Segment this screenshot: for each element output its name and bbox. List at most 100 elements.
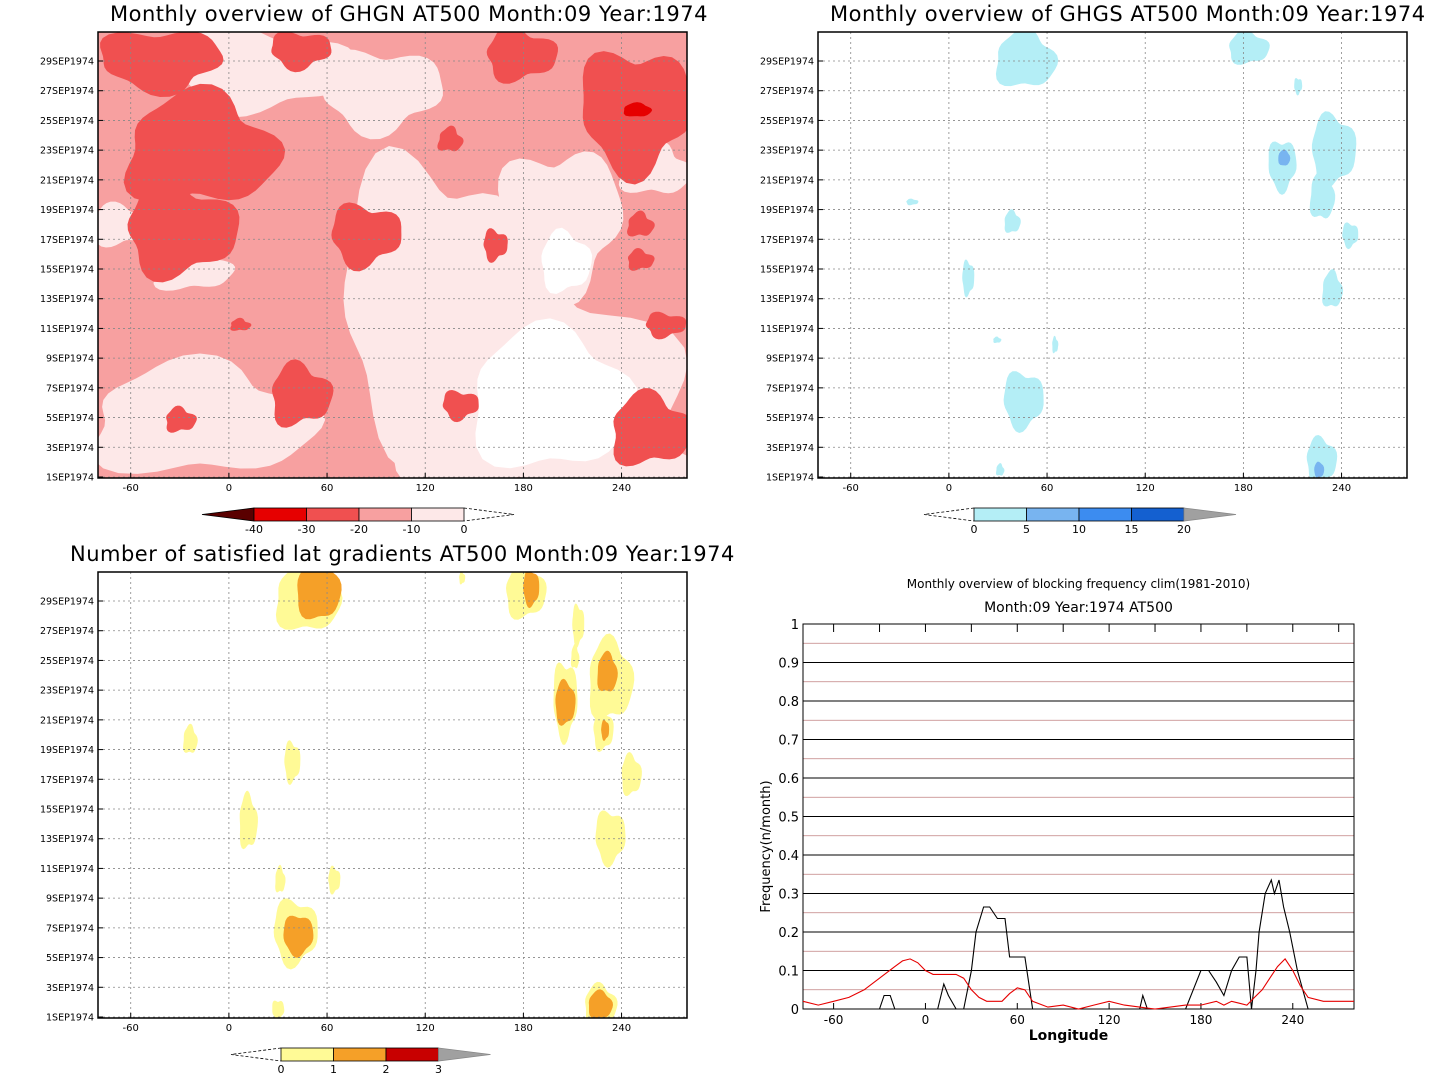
contour-region-white [541, 227, 593, 294]
contour-region-yellow [570, 643, 580, 669]
plot-frame [97, 571, 688, 1019]
colorbar-tick-label: -40 [245, 523, 263, 536]
contour-region-dark [486, 32, 558, 84]
contour-region-yellow [239, 790, 258, 850]
colorbar: 0 1 2 3 [230, 1047, 491, 1076]
contour-region-light-blue [1003, 371, 1044, 433]
colorbar-segment [253, 507, 307, 522]
contour-region-blue [1278, 149, 1291, 166]
y-tick-label: 25SEP1974 [760, 116, 814, 127]
colorbar-tick-label: 3 [435, 1063, 442, 1076]
y-tick-label: 23SEP1974 [760, 146, 814, 157]
colorbar-tick-label: 0 [971, 523, 978, 536]
contour-region-yellow [572, 603, 585, 648]
colorbar-triangle-left [201, 507, 255, 522]
y-tick-label: 9SEP1974 [46, 894, 94, 905]
colorbar-triangle-right [1183, 507, 1237, 522]
y-tick-label: 0.6 [778, 772, 799, 787]
plot-frame [97, 31, 688, 479]
y-tick-label: 13SEP1974 [40, 294, 94, 305]
x-axis-label: Longitude [1029, 1028, 1109, 1044]
y-tick-label: 0.8 [778, 695, 799, 710]
y-tick-label: 25SEP1974 [40, 656, 94, 667]
y-tick-label: 11SEP1974 [40, 864, 94, 875]
y-tick-label: 29SEP1974 [40, 57, 94, 68]
series-line-red [802, 958, 1354, 1010]
colorbar-tick-label: 2 [383, 1063, 390, 1076]
y-tick-label: 27SEP1974 [40, 626, 94, 637]
x-tick-label: 180 [1189, 1013, 1212, 1027]
contour-region-yellow [459, 572, 466, 585]
colorbar-segment [973, 507, 1027, 522]
colorbar-segment [280, 1047, 334, 1062]
contour-region-dark [437, 125, 464, 152]
colorbar: 0 5 10 15 20 [923, 507, 1237, 536]
x-tick-label: 180 [514, 483, 533, 494]
y-tick-label: 0.5 [778, 811, 799, 826]
panel-blocking: Monthly overview of blocking frequency c… [720, 540, 1440, 1091]
contour-region-light-blue [995, 32, 1059, 87]
plot-frame [817, 31, 1408, 479]
y-tick-label: 17SEP1974 [760, 235, 814, 246]
chart-title: Monthly overview of GHGN AT500 Month:09 … [110, 2, 708, 26]
contour-region-light-blue [996, 463, 1005, 476]
contour-region-dark [271, 32, 332, 73]
x-tick-label: 240 [612, 483, 631, 494]
x-tick-label: 120 [416, 483, 435, 494]
y-tick-label: 9SEP1974 [46, 354, 94, 365]
blocking-line-chart: Monthly overview of blocking frequency c… [759, 577, 1355, 1044]
colorbar-tick-label: 15 [1125, 523, 1139, 536]
y-tick-label: 0.3 [778, 888, 799, 903]
contour-region-yellow [621, 752, 642, 796]
contour-region-light-blue [1294, 78, 1303, 96]
x-tick-label: 120 [416, 1023, 435, 1034]
x-tick-label: 240 [1332, 483, 1351, 494]
contour-region-light-blue [962, 259, 975, 298]
contour-region-light-blue [1306, 435, 1338, 478]
contour-region-orange [597, 650, 618, 692]
y-tick-label: 0.4 [778, 849, 799, 864]
y-tick-label: 3SEP1974 [766, 443, 814, 454]
contour-region-light-blue [993, 336, 1002, 343]
contour-region-orange [283, 915, 314, 958]
y-tick-label: 19SEP1974 [40, 205, 94, 216]
y-axis-label: Frequency(n/month) [759, 780, 774, 912]
contour-region-dark [442, 390, 479, 423]
x-tick-label: 60 [321, 483, 334, 494]
y-tick-label: 0.9 [778, 657, 799, 672]
contour-region-dark [628, 248, 655, 271]
colorbar-segment [358, 507, 412, 522]
x-tick-label: -60 [123, 1023, 139, 1034]
y-tick-label: 15SEP1974 [40, 265, 94, 276]
ghgn-heatmap: -60 0 60 120 180 240 1SEP1974 3SEP1974 5SEP1974 7… [40, 31, 688, 536]
contour-region-orange [523, 572, 540, 609]
colorbar-segment [1026, 507, 1080, 522]
y-tick-label: 13SEP1974 [760, 294, 814, 305]
x-tick-label: 240 [612, 1023, 631, 1034]
x-tick-label: 180 [1234, 483, 1253, 494]
x-tick-label: 0 [946, 483, 952, 494]
panel-ghgs: Monthly overview of GHGS AT500 Month:09 … [720, 0, 1440, 545]
y-tick-label: 3SEP1974 [46, 983, 94, 994]
colorbar: -40 -30 -20 -10 0 [201, 507, 515, 536]
chart-subtitle: Month:09 Year:1974 AT500 [984, 600, 1173, 616]
y-tick-label: 0 [791, 1003, 799, 1018]
contour-region-light-blue [1052, 335, 1059, 354]
contour-region-dark [123, 83, 286, 202]
y-tick-label: 1 [791, 618, 799, 633]
chart-title: Number of satisfied lat gradients AT500 … [70, 542, 735, 566]
colorbar-triangle-right [463, 507, 515, 522]
colorbar-segment [333, 1047, 387, 1062]
contour-region-yellow [183, 723, 198, 753]
y-tick-label: 7SEP1974 [46, 923, 94, 934]
contour-region-yellow [328, 865, 341, 895]
x-tick-label: -60 [843, 483, 859, 494]
y-tick-label: 11SEP1974 [760, 324, 814, 335]
contour-fill [906, 32, 1359, 478]
colorbar-triangle-left [230, 1047, 282, 1062]
contour-region-light [98, 353, 326, 474]
contour-region-dark [127, 178, 240, 283]
ghgs-heatmap: -60 0 60 120 180 240 1SEP1974 3SEP1974 5SEP1974 7… [760, 31, 1408, 536]
y-tick-label: 17SEP1974 [40, 235, 94, 246]
contour-region-dark [230, 317, 252, 331]
